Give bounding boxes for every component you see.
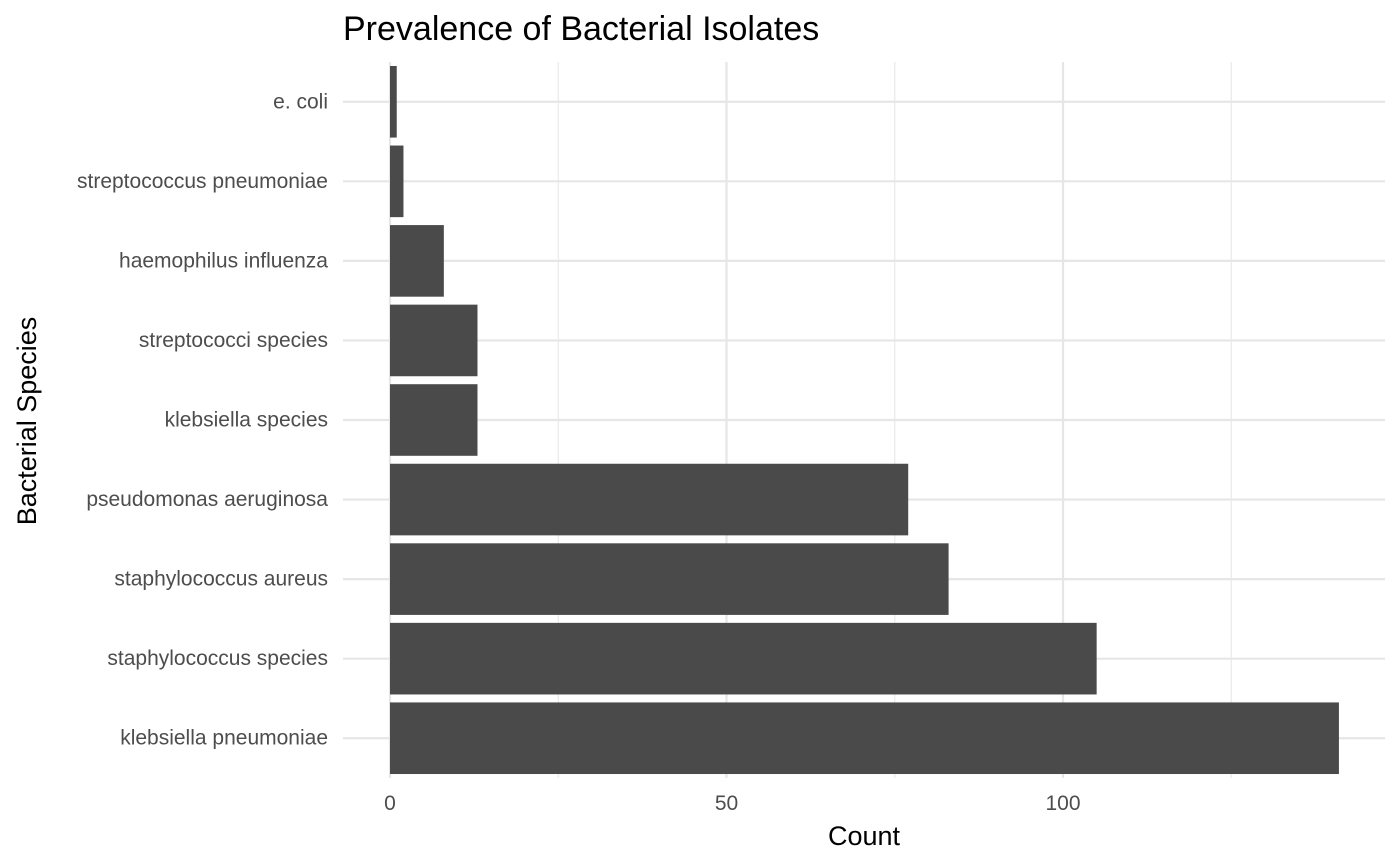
- y-tick-label: klebsiella species: [165, 409, 328, 432]
- bar: [390, 145, 404, 218]
- y-axis-title: Bacterial Species: [12, 317, 42, 526]
- bar: [390, 225, 444, 297]
- y-tick-label: staphylococcus aureus: [114, 568, 328, 591]
- bar: [390, 463, 909, 536]
- y-tick-label: pseudomonas aeruginosa: [86, 488, 328, 511]
- bar: [390, 304, 478, 377]
- y-tick-label: staphylococcus species: [107, 647, 328, 670]
- y-tick-label: streptococci species: [139, 329, 328, 352]
- y-tick-labels: klebsiella pneumoniae staphylococcus spec…: [77, 90, 328, 749]
- y-tick-label: haemophilus influenza: [119, 249, 328, 272]
- y-tick-label: streptococcus pneumoniae: [77, 170, 328, 193]
- x-tick-label: 50: [715, 792, 738, 815]
- x-axis-title: Count: [828, 821, 901, 851]
- x-tick-label: 100: [1045, 792, 1080, 815]
- bars: [390, 65, 1339, 775]
- y-tick-label: e. coli: [273, 90, 328, 113]
- chart-title: Prevalence of Bacterial Isolates: [343, 10, 819, 48]
- bar: [390, 384, 478, 456]
- y-tick-label: klebsiella pneumoniae: [120, 727, 328, 750]
- grid-lines: [343, 62, 1385, 778]
- bar: [390, 65, 397, 138]
- bar: [390, 702, 1339, 775]
- x-tick-labels: 0 50 100: [384, 792, 1080, 815]
- bar: [390, 543, 949, 615]
- bar: [390, 622, 1097, 695]
- x-tick-label: 0: [384, 792, 396, 815]
